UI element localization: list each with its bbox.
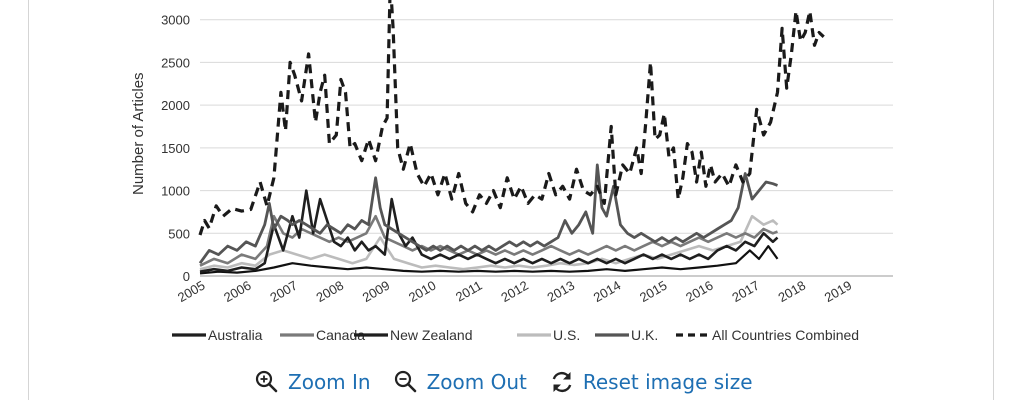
legend-label: Canada <box>316 327 365 343</box>
y-tick-label: 2500 <box>161 55 190 70</box>
x-tick-label: 2017 <box>729 278 762 305</box>
y-tick-label: 1000 <box>161 184 190 199</box>
legend-label: U.S. <box>553 327 580 343</box>
legend-item: U.K. <box>595 327 658 343</box>
legend-item: U.S. <box>517 327 580 343</box>
x-tick-label: 2010 <box>406 278 439 305</box>
x-tick-label: 2006 <box>221 278 254 305</box>
zoom-in-button[interactable]: Zoom In <box>254 368 371 396</box>
x-tick-label: 2011 <box>453 278 485 305</box>
legend-item: All Countries Combined <box>676 327 859 343</box>
series-line-new-zealand <box>199 189 779 273</box>
reset-icon <box>552 372 572 392</box>
x-tick-label: 2014 <box>591 278 624 305</box>
legend-item: Canada <box>280 327 365 343</box>
zoom-out-label[interactable]: Zoom Out <box>426 370 527 394</box>
series-line-all-countries-combined <box>198 0 825 236</box>
series-line-u-k <box>198 163 778 265</box>
zoom-in-label[interactable]: Zoom In <box>288 370 371 394</box>
chart-legend: Australia Canada New Zealand U.S. U.K. All Co… <box>172 327 859 343</box>
x-tick-label: 2015 <box>637 278 670 305</box>
reset-image-size-button[interactable]: Reset image size <box>549 368 753 396</box>
chart-series <box>198 0 825 275</box>
x-tick-label: 2009 <box>360 278 393 305</box>
zoom-out-button[interactable]: Zoom Out <box>393 368 527 396</box>
y-tick-label: 3000 <box>161 13 190 28</box>
x-tick-label: 2018 <box>776 278 809 305</box>
figure-frame <box>28 0 994 400</box>
x-tick-label: 2019 <box>822 278 855 305</box>
y-axis-title: Number of Articles <box>130 72 147 195</box>
x-tick-label: 2012 <box>498 278 531 305</box>
legend-item: New Zealand <box>354 327 473 343</box>
series-line-u-s <box>199 214 779 271</box>
figure-chart: 0500100015002000250030003500 20052006200… <box>130 0 893 343</box>
y-tick-label: 1500 <box>161 141 190 156</box>
x-tick-labels: 2005 2006 2007 2008 2009 2010 2011 2012 2013 2014… <box>175 278 854 305</box>
x-tick-label: 2007 <box>267 278 300 305</box>
reset-image-size-label[interactable]: Reset image size <box>582 370 753 394</box>
y-tick-labels: 0500100015002000250030003500 <box>161 13 190 284</box>
legend-label: New Zealand <box>390 327 473 343</box>
y-tick-label: 0 <box>183 269 190 284</box>
legend-label: Australia <box>208 327 263 343</box>
legend-label: All Countries Combined <box>712 327 859 343</box>
image-toolbar: Zoom In Zoom Out Reset image size <box>254 368 753 396</box>
zoom-out-icon <box>394 370 416 393</box>
zoom-in-icon <box>255 370 278 393</box>
legend-label: U.K. <box>631 327 658 343</box>
x-tick-label: 2005 <box>175 278 208 305</box>
grid-lines <box>200 19 893 277</box>
x-tick-label: 2016 <box>683 278 716 305</box>
y-tick-label: 500 <box>168 226 190 241</box>
y-tick-label: 2000 <box>161 98 190 113</box>
legend-item: Australia <box>172 327 263 343</box>
x-tick-label: 2013 <box>545 278 578 305</box>
x-tick-label: 2008 <box>314 278 347 305</box>
series-line-australia <box>199 245 779 275</box>
